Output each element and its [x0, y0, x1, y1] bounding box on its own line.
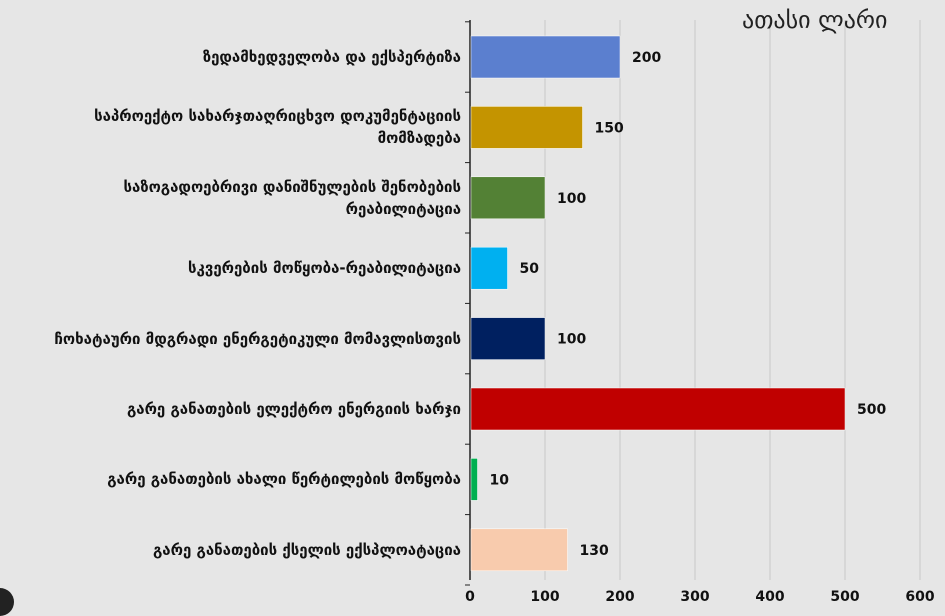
data-label: 150 — [595, 120, 624, 136]
category-label: სკვერების მოწყობა-რეაბილიტაცია — [188, 259, 461, 278]
data-label: 100 — [557, 191, 586, 207]
bar — [470, 528, 568, 572]
unit-label: ათასი ლარი — [742, 6, 888, 34]
bar — [470, 176, 546, 220]
bar — [470, 317, 546, 360]
x-tick-label: 0 — [465, 589, 475, 604]
category-label: ჩოხატაური მდგრადი ენერგეტიკული მომავლისთ… — [54, 329, 461, 348]
x-tick-label: 100 — [530, 589, 559, 604]
category-label: გარე განათების ელექტრო ენერგიის ხარჯი — [126, 400, 461, 418]
category-label: საპროექტო სახარჯთაღრიცხვო დოკუმენტაციის … — [94, 107, 461, 148]
x-tick-label: 600 — [905, 589, 934, 604]
x-tick-label: 500 — [830, 589, 859, 604]
data-label: 10 — [490, 472, 510, 488]
category-label: საზოგადოებრივი დანიშნულების შენობების რე… — [123, 177, 461, 218]
bar — [470, 35, 621, 79]
bar — [470, 458, 478, 501]
x-tick-label: 200 — [605, 589, 634, 604]
data-label: 200 — [632, 50, 661, 66]
bar — [470, 106, 583, 149]
data-label: 500 — [857, 402, 886, 418]
bar — [470, 246, 508, 290]
data-label: 100 — [557, 332, 586, 348]
category-label: ზედამხედველობა და ექსპერტიზა — [202, 48, 461, 66]
x-tick-label: 400 — [755, 589, 784, 604]
data-label: 50 — [520, 261, 540, 277]
category-label: გარე განათების ქსელის ექსპლოატაცია — [152, 540, 461, 559]
bar — [470, 387, 846, 431]
category-label: გარე განათების ახალი წერტილების მოწყობა — [107, 470, 461, 489]
x-tick-label: 300 — [680, 589, 709, 604]
data-label: 130 — [580, 543, 609, 559]
